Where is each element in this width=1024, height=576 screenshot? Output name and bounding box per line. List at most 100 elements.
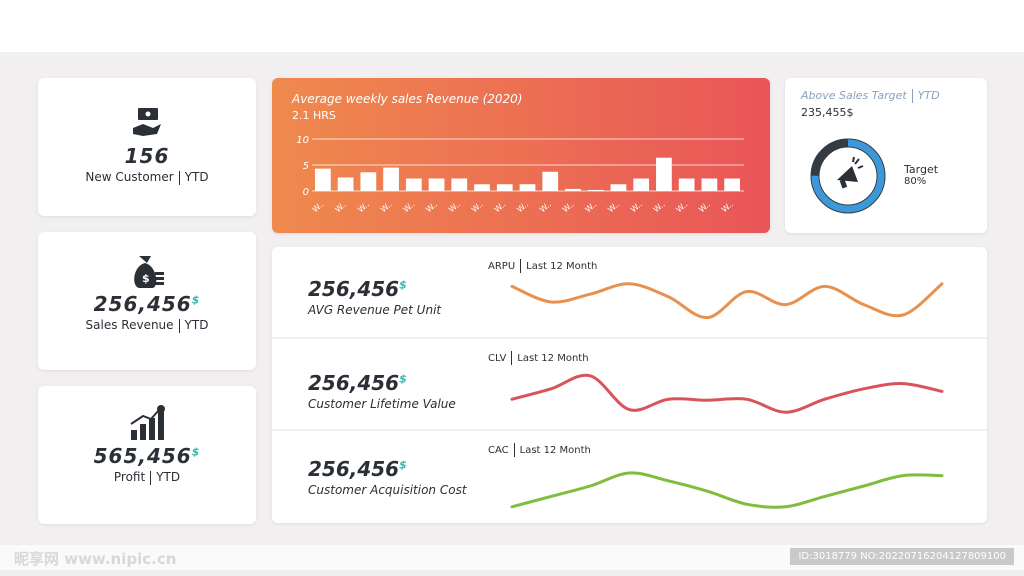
kpi-period: YTD (156, 470, 181, 484)
image-id: ID:3018779 NO:20220716204127809100 (790, 548, 1014, 565)
metric-row-clv: CLV Last 12 Month 256,456$ Customer Lifet… (272, 339, 987, 431)
target-period: YTD (917, 89, 940, 102)
kpi-period: YTD (184, 170, 209, 184)
bar (633, 178, 650, 191)
bar (565, 188, 581, 191)
metric-row-cac: CAC Last 12 Month 256,456$ Customer Acqui… (272, 431, 987, 523)
x-tick-label: W.. (447, 200, 462, 215)
metric-period: Last 12 Month (517, 353, 589, 364)
metric-label: Customer Acquisition Cost (308, 483, 467, 497)
bar (542, 171, 559, 191)
currency-symbol: $ (399, 372, 407, 386)
metric-label: AVG Revenue Pet Unit (308, 303, 442, 317)
sparkline-path (510, 282, 944, 320)
target-value: 235,455$ (801, 106, 854, 119)
x-tick-label: W.. (538, 200, 553, 215)
sparkline-path (510, 373, 944, 414)
x-tick-label: W.. (720, 200, 735, 215)
x-tick-label: W.. (674, 200, 689, 215)
x-tick-label: W.. (583, 200, 598, 215)
currency-symbol: $ (191, 293, 201, 307)
bar (451, 178, 468, 191)
bar (724, 178, 740, 191)
bar (383, 167, 399, 191)
x-tick-label: W.. (356, 200, 371, 215)
bar (701, 178, 718, 191)
currency-symbol: $ (399, 458, 407, 472)
cac-sparkline (510, 471, 944, 509)
metric-title: ARPU (488, 261, 516, 272)
sparkline-path (510, 471, 944, 509)
kpi-new-customer: 156 New Customer YTD (38, 78, 256, 216)
metric-period: Last 12 Month (526, 261, 598, 272)
gauge-fill (811, 139, 885, 213)
bar (587, 189, 604, 191)
x-tick-label: W.. (402, 200, 417, 215)
x-tick-label: W.. (629, 200, 644, 215)
profit-chart-icon (130, 405, 165, 440)
y-tick-label: 5 (303, 161, 309, 172)
bar (315, 168, 331, 191)
sales-target-card: Above Sales Target YTD 235,455$ Target 80… (785, 78, 987, 233)
currency-symbol: $ (399, 278, 407, 292)
metric-value: 256,456 (308, 371, 400, 395)
target-label: Target (904, 163, 939, 176)
bar-chart: 0 5 10 W.. W.. W.. W.. W.. W.. W.. W.. W.. W.. W.. W..… (296, 135, 744, 215)
bar (360, 172, 377, 191)
x-tick-label: W.. (311, 200, 326, 215)
bar (428, 178, 445, 191)
currency-symbol: $ (191, 445, 201, 459)
kpi-period: YTD (184, 318, 209, 332)
chart-title: Average weekly sales Revenue (2020) (292, 92, 523, 106)
x-tick-label: W.. (333, 200, 348, 215)
kpi-sales-revenue: $ 256,456$ Sales Revenue YTD (38, 232, 256, 370)
kpi-label: New Customer (85, 170, 174, 184)
bar (678, 178, 695, 191)
svg-text:$: $ (142, 272, 150, 285)
x-tick-label: W.. (470, 200, 485, 215)
money-bag-icon: $ (134, 256, 164, 288)
bar (519, 184, 536, 191)
chart-subtitle: 2.1 HRS (292, 109, 336, 122)
megaphone-icon (837, 156, 864, 189)
x-tick-label: W.. (561, 200, 576, 215)
metrics-panel: ARPU Last 12 Month 256,456$ AVG Revenue P… (272, 247, 987, 523)
y-tick-label: 10 (296, 135, 309, 146)
kpi-label: Sales Revenue (85, 318, 174, 332)
kpi-value: 156 (124, 144, 170, 168)
bar (474, 184, 490, 191)
cash-hand-icon (133, 108, 161, 136)
bar (337, 177, 354, 191)
watermark-text: 昵享网 www.nipic.cn (14, 550, 177, 568)
target-gauge (810, 138, 886, 214)
kpi-label: Profit (113, 470, 146, 484)
kpi-value: 256,456 (93, 292, 192, 316)
bar (405, 178, 422, 191)
kpi-value: 565,456 (93, 444, 192, 468)
x-tick-label: W.. (379, 200, 394, 215)
top-bar (0, 0, 1024, 52)
bar (656, 157, 672, 191)
y-tick-label: 0 (303, 187, 309, 198)
x-tick-label: W.. (493, 200, 508, 215)
metric-value: 256,456 (308, 457, 400, 481)
x-tick-label: W.. (606, 200, 621, 215)
x-tick-label: W.. (515, 200, 530, 215)
x-tick-label: W.. (424, 200, 439, 215)
clv-sparkline (510, 373, 944, 414)
x-tick-label: W.. (652, 200, 667, 215)
metric-label: Customer Lifetime Value (308, 397, 456, 411)
bar (610, 184, 627, 191)
arpu-sparkline (510, 282, 944, 320)
metric-period: Last 12 Month (519, 445, 591, 456)
weekly-revenue-chart-card: Average weekly sales Revenue (2020) 2.1 … (272, 78, 770, 233)
metric-title: CAC (488, 445, 509, 456)
bar (496, 184, 513, 191)
watermark-bar: 昵享网 www.nipic.cn ID:3018779 NO:202207162… (0, 545, 1024, 570)
target-title: Above Sales Target (801, 89, 907, 102)
kpi-profit: 565,456$ Profit YTD (38, 386, 256, 524)
target-sublabel: 80% (904, 176, 927, 187)
x-tick-label: W.. (697, 200, 712, 215)
metric-value: 256,456 (308, 277, 400, 301)
metric-title: CLV (488, 353, 507, 364)
